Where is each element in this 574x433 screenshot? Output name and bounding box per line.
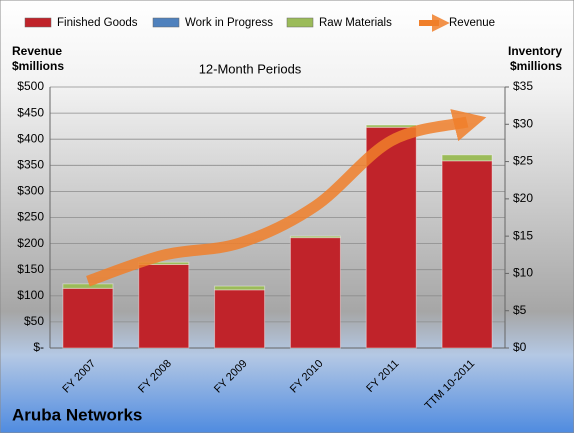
y-tick-label: $150 [17, 262, 44, 276]
subtitle: 12-Month Periods [199, 61, 302, 76]
legend-label: Revenue [449, 17, 495, 29]
bar-segment [138, 263, 190, 349]
y-axis-title: Revenue [12, 44, 62, 58]
y-tick-label: $300 [17, 184, 44, 198]
y2-tick-label: $0 [513, 340, 527, 354]
y-tick-label: $400 [17, 131, 44, 145]
legend-label: Finished Goods [57, 17, 138, 29]
legend-label: Work in Progress [185, 17, 273, 29]
y-tick-label: $450 [17, 105, 44, 119]
y-tick-label: $100 [17, 288, 44, 302]
bar-segment [441, 160, 493, 349]
legend-label: Raw Materials [319, 17, 392, 29]
revenue-line [86, 109, 487, 287]
bar-segment [62, 283, 114, 289]
bar-segment [214, 285, 266, 291]
y2-tick-label: $10 [513, 266, 533, 280]
y2-tick-label: $25 [513, 154, 533, 168]
y-tick-label: $50 [24, 314, 44, 328]
y-tick-label: $350 [17, 157, 44, 171]
bar-segment [214, 289, 266, 349]
legend-swatch [24, 17, 52, 28]
y-tick-label: $- [33, 340, 44, 354]
y-tick-label: $500 [17, 79, 44, 93]
y2-tick-label: $15 [513, 228, 533, 242]
y2-tick-label: $35 [513, 79, 533, 93]
legend-swatch [152, 17, 180, 28]
y2-tick-label: $20 [513, 191, 533, 205]
y2-tick-label: $30 [513, 116, 533, 130]
y2-axis-title: Inventory [508, 44, 562, 58]
bar-segment [289, 235, 341, 239]
bar-segment [289, 237, 341, 349]
y2-axis-title: $millions [510, 59, 562, 73]
legend-swatch [286, 17, 314, 28]
bar-segment [365, 126, 417, 349]
y-tick-label: $200 [17, 236, 44, 250]
bar-segment [441, 154, 493, 162]
y-tick-label: $250 [17, 210, 44, 224]
bar-segment [365, 124, 417, 128]
y-axis-title: $millions [12, 59, 64, 73]
bar-segment [62, 287, 114, 349]
chart-title: Aruba Networks [12, 405, 142, 424]
y2-tick-label: $5 [513, 303, 527, 317]
